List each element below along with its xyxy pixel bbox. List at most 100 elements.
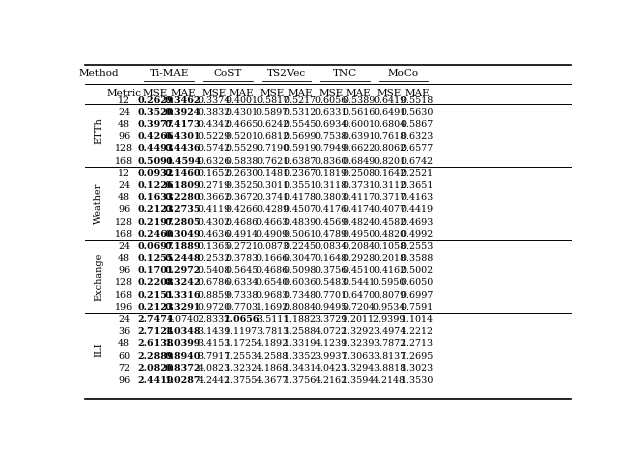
Text: 1.2695: 1.2695 bbox=[401, 352, 434, 360]
Text: 0.9720: 0.9720 bbox=[197, 303, 230, 312]
Text: 0.0873: 0.0873 bbox=[256, 242, 289, 251]
Text: 0.4839: 0.4839 bbox=[284, 217, 317, 227]
Text: 0.3731: 0.3731 bbox=[342, 181, 376, 190]
Text: 0.2721: 0.2721 bbox=[225, 242, 258, 251]
Text: 0.6491: 0.6491 bbox=[373, 108, 406, 117]
Text: 0.6849: 0.6849 bbox=[342, 157, 376, 166]
Text: 3.9937: 3.9937 bbox=[314, 352, 348, 360]
Text: 0.6540: 0.6540 bbox=[256, 278, 289, 287]
Text: 0.7538: 0.7538 bbox=[314, 132, 348, 141]
Text: 0.2245: 0.2245 bbox=[284, 242, 317, 251]
Text: 0.6786: 0.6786 bbox=[197, 278, 230, 287]
Text: 0.7703: 0.7703 bbox=[225, 303, 259, 312]
Text: 0.4510: 0.4510 bbox=[342, 266, 375, 275]
Text: 0.2448: 0.2448 bbox=[165, 254, 202, 263]
Text: 4.2442: 4.2442 bbox=[197, 376, 230, 385]
Text: 0.2630: 0.2630 bbox=[225, 169, 259, 178]
Text: 24: 24 bbox=[118, 181, 130, 190]
Text: 0.7348: 0.7348 bbox=[284, 291, 317, 300]
Text: 2.7474: 2.7474 bbox=[137, 315, 173, 324]
Text: 0.6323: 0.6323 bbox=[401, 132, 434, 141]
Text: 0.7621: 0.7621 bbox=[256, 157, 289, 166]
Text: 2.7124: 2.7124 bbox=[137, 327, 173, 336]
Text: 0.3803: 0.3803 bbox=[314, 193, 348, 202]
Text: 96: 96 bbox=[118, 376, 131, 385]
Text: 0.3316: 0.3316 bbox=[165, 291, 202, 300]
Text: 4.2148: 4.2148 bbox=[373, 376, 406, 385]
Text: 0.2805: 0.2805 bbox=[165, 217, 202, 227]
Text: 0.3832: 0.3832 bbox=[197, 108, 230, 117]
Text: 0.5529: 0.5529 bbox=[225, 144, 259, 153]
Text: 0.1460: 0.1460 bbox=[165, 169, 202, 178]
Text: 0.4663: 0.4663 bbox=[256, 217, 289, 227]
Text: 1.1014: 1.1014 bbox=[401, 315, 434, 324]
Text: 0.0834: 0.0834 bbox=[314, 242, 348, 251]
Text: 0.4693: 0.4693 bbox=[401, 217, 434, 227]
Text: 0.6056: 0.6056 bbox=[314, 96, 348, 104]
Text: MoCo: MoCo bbox=[388, 69, 419, 78]
Text: 0.6742: 0.6742 bbox=[401, 157, 434, 166]
Text: 1.3294: 1.3294 bbox=[342, 364, 376, 373]
Text: 0.8940: 0.8940 bbox=[165, 352, 202, 360]
Text: 0.3651: 0.3651 bbox=[401, 181, 434, 190]
Text: 1.3292: 1.3292 bbox=[342, 327, 376, 336]
Text: 0.4582: 0.4582 bbox=[373, 217, 406, 227]
Text: 196: 196 bbox=[115, 303, 133, 312]
Text: 0.2508: 0.2508 bbox=[342, 169, 375, 178]
Text: 168: 168 bbox=[115, 157, 133, 166]
Text: 0.4001: 0.4001 bbox=[225, 96, 258, 104]
Text: 0.2367: 0.2367 bbox=[284, 169, 317, 178]
Text: 0.9495: 0.9495 bbox=[314, 303, 348, 312]
Text: MSE: MSE bbox=[260, 89, 285, 99]
Text: 24: 24 bbox=[118, 315, 130, 324]
Text: 128: 128 bbox=[115, 278, 133, 287]
Text: 0.6326: 0.6326 bbox=[197, 157, 230, 166]
Text: 0.2629: 0.2629 bbox=[137, 96, 173, 104]
Text: 0.7618: 0.7618 bbox=[373, 132, 406, 141]
Text: 4.2162: 4.2162 bbox=[314, 376, 348, 385]
Text: 0.4909: 0.4909 bbox=[256, 230, 289, 239]
Text: 0.1819: 0.1819 bbox=[314, 169, 348, 178]
Text: 48: 48 bbox=[118, 254, 130, 263]
Text: Weather: Weather bbox=[94, 183, 103, 224]
Text: 0.5091: 0.5091 bbox=[137, 157, 173, 166]
Text: 3.1439: 3.1439 bbox=[197, 327, 230, 336]
Text: MAE: MAE bbox=[346, 89, 372, 99]
Text: 0.3924: 0.3924 bbox=[165, 108, 202, 117]
Text: 0.3049: 0.3049 bbox=[165, 230, 202, 239]
Text: 2.4419: 2.4419 bbox=[137, 376, 173, 385]
Text: 0.5061: 0.5061 bbox=[284, 230, 317, 239]
Text: 0.4266: 0.4266 bbox=[225, 205, 259, 214]
Text: 0.1666: 0.1666 bbox=[256, 254, 289, 263]
Text: 0.3011: 0.3011 bbox=[256, 181, 289, 190]
Text: 0.1633: 0.1633 bbox=[137, 193, 173, 202]
Text: 0.2719: 0.2719 bbox=[197, 181, 230, 190]
Text: 168: 168 bbox=[115, 291, 133, 300]
Text: MSE: MSE bbox=[318, 89, 344, 99]
Text: 72: 72 bbox=[118, 364, 130, 373]
Text: 1.3352: 1.3352 bbox=[284, 352, 317, 360]
Text: 0.4824: 0.4824 bbox=[342, 217, 375, 227]
Text: 1.3594: 1.3594 bbox=[342, 376, 376, 385]
Text: ETTh: ETTh bbox=[94, 117, 103, 144]
Text: 60: 60 bbox=[118, 352, 130, 360]
Text: 0.4117: 0.4117 bbox=[342, 193, 375, 202]
Text: 1.0740: 1.0740 bbox=[166, 315, 200, 324]
Text: Ti-MAE: Ti-MAE bbox=[150, 69, 189, 78]
Text: 36: 36 bbox=[118, 327, 131, 336]
Text: 0.4789: 0.4789 bbox=[314, 230, 348, 239]
Text: 0.3374: 0.3374 bbox=[197, 96, 230, 104]
Text: 0.8859: 0.8859 bbox=[197, 291, 230, 300]
Text: 0.1365: 0.1365 bbox=[197, 242, 230, 251]
Text: MSE: MSE bbox=[202, 89, 227, 99]
Text: 0.6419: 0.6419 bbox=[373, 96, 406, 104]
Text: 0.6334: 0.6334 bbox=[225, 278, 259, 287]
Text: 0.4162: 0.4162 bbox=[373, 266, 406, 275]
Text: 3.4153: 3.4153 bbox=[197, 340, 230, 349]
Text: 0.7701: 0.7701 bbox=[314, 291, 348, 300]
Text: 2.0820: 2.0820 bbox=[137, 364, 173, 373]
Text: MAE: MAE bbox=[229, 89, 255, 99]
Text: 0.4178: 0.4178 bbox=[284, 193, 317, 202]
Text: MAE: MAE bbox=[287, 89, 313, 99]
Text: 0.5408: 0.5408 bbox=[197, 266, 230, 275]
